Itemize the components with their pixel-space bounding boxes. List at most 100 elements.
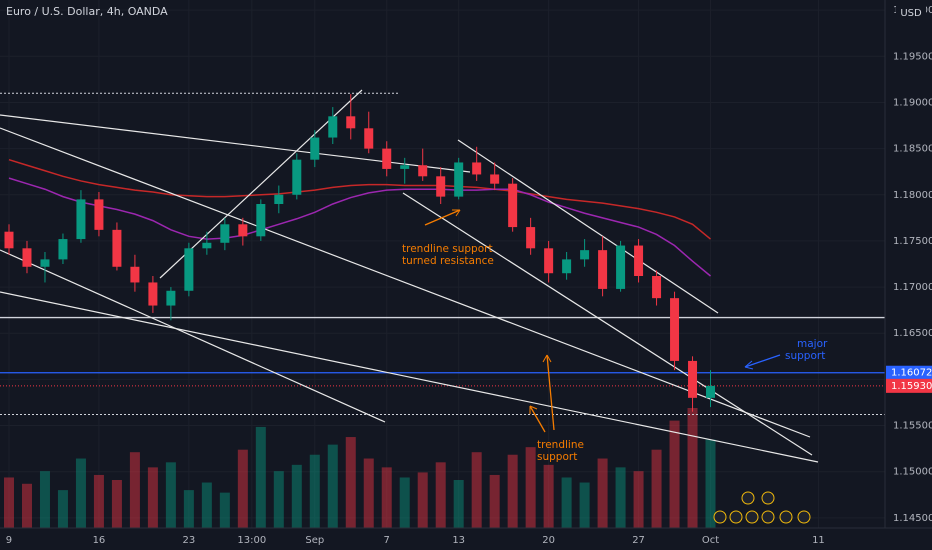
y-tick-label: 1.17000 [893,282,932,293]
trendline [0,249,386,423]
volume-bar [111,480,122,528]
trendline [457,139,719,314]
trendlines [0,89,819,463]
candle-body [652,276,662,299]
volume-bar [345,437,356,528]
moving-average [8,177,711,277]
volume-bar [93,474,104,528]
volume-bar [363,458,374,528]
x-tick-label: 7 [384,535,390,546]
candle-body [400,165,410,169]
support-label-box [886,365,932,380]
volume-bar [39,471,50,528]
y-tick-label: 1.18500 [893,144,932,155]
x-tick-label: 20 [542,535,555,546]
candle-body [526,227,536,249]
volume-bar [453,480,464,528]
candle-body [328,116,338,138]
candle-body [706,385,716,398]
volume-bar [201,482,212,528]
volume-bar [3,477,14,528]
volume-bar [417,472,428,528]
event-icon [729,510,743,524]
event-icon [761,510,775,524]
x-tick-label: 13 [452,535,465,546]
candle-body [94,199,104,230]
event-icon [797,510,811,524]
candle-body [454,162,464,197]
volume-bar [705,439,716,528]
candle-body [76,199,86,240]
volume-bar [381,467,392,528]
volume-bar [327,444,338,528]
candle-body [202,242,212,249]
support-label: 1.16072 [891,368,932,379]
y-tick-label: 1.19000 [893,97,932,108]
candle-body [688,360,698,398]
volume-bar [183,490,194,528]
arrow-head [529,405,538,414]
volume-bar [399,477,410,528]
volume-bar [75,458,86,528]
arrow-head [452,209,461,217]
candle-body [562,259,572,274]
x-tick-label: 16 [93,535,106,546]
volume-bar [165,462,176,528]
candle-body [346,116,356,129]
volume-bar [237,449,248,528]
event-icon [713,510,727,524]
candle-body [670,298,680,361]
x-tick-label: 13:00 [237,535,266,546]
candle-body [634,245,644,276]
volume-bar [291,464,302,528]
candle-body [490,174,500,184]
volume-bar [561,477,572,528]
y-tick-label: 1.15500 [893,421,932,432]
volume-bar [507,454,518,528]
volume-bar [489,474,500,528]
volume-bar [21,483,32,528]
event-icon [745,510,759,524]
annotation: support [785,350,825,362]
candle-body [22,248,32,267]
y-tick-label: 1.15000 [893,467,932,478]
x-tick-label: Sep [305,535,324,546]
candle-body [580,250,590,260]
annotation: turned resistance [402,255,494,267]
arrow [424,209,461,226]
event-icon [741,491,755,505]
volume-bar [129,452,140,528]
y-tick-label: 1.17500 [893,236,932,247]
volume-bar [651,449,662,528]
y-tick-label: 1.19500 [893,51,932,62]
arrow [744,354,781,368]
candle-body [382,148,392,169]
candle-body [598,250,608,289]
candle-body [4,231,14,249]
arrow [546,354,555,431]
candle-body [238,224,248,237]
x-tick-label: 11 [812,535,825,546]
level-layer [0,92,885,415]
event-icon [779,510,793,524]
axes: 1.145001.150001.155001.160001.165001.170… [6,5,932,546]
price-axis [885,0,932,550]
volume-bar [597,458,608,528]
y-tick-label: 1.14500 [893,513,932,524]
candle-body [130,266,140,283]
candle-body [184,248,194,291]
volume-bar [471,452,482,528]
candle-body [148,282,158,306]
annotations: trendline support turned resistance majo… [402,209,828,463]
volume-bar [435,462,446,528]
trendline [0,127,811,438]
volume-bar [579,482,590,528]
x-tick-label: 9 [6,535,12,546]
x-tick-label: 27 [632,535,645,546]
last-price-box [886,378,932,393]
volume-bar [633,471,644,528]
volume-bar [525,447,536,528]
arrow-head [542,354,552,363]
ma-layer [8,158,711,277]
